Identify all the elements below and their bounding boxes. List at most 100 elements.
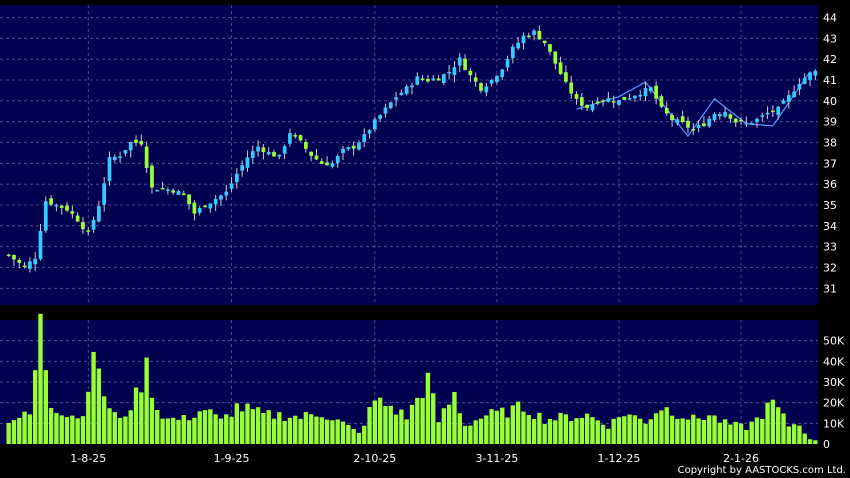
- volume-bar: [415, 397, 420, 444]
- volume-bar: [669, 415, 675, 444]
- candle-body: [495, 75, 499, 83]
- volume-bar: [584, 413, 590, 444]
- volume-bar: [171, 417, 176, 444]
- volume-bar: [160, 418, 165, 444]
- volume-bar: [675, 418, 680, 444]
- candle-body: [303, 142, 308, 149]
- candle-body: [383, 107, 388, 114]
- volume-bar: [11, 420, 17, 444]
- volume-bar: [478, 418, 484, 444]
- candle-body: [17, 260, 22, 263]
- volume-bar: [409, 404, 415, 444]
- candle-body: [643, 88, 648, 97]
- candle-body: [86, 230, 91, 232]
- candle-body: [420, 78, 425, 80]
- volume-bar: [239, 411, 245, 444]
- volume-bar: [462, 425, 468, 444]
- candle-body: [362, 134, 367, 142]
- price-tick-label: 31: [823, 282, 837, 295]
- volume-bar: [473, 420, 478, 444]
- volume-bar: [367, 407, 372, 444]
- candle-body: [81, 222, 85, 230]
- candle-body: [622, 96, 627, 100]
- price-tick-label: 37: [823, 157, 837, 170]
- price-tick-label: 33: [823, 241, 837, 254]
- price-tick-label: 35: [823, 199, 837, 212]
- volume-bar: [420, 398, 425, 444]
- candle-body: [330, 163, 335, 167]
- trend-lines: [576, 71, 811, 138]
- candle-body: [484, 86, 489, 93]
- volume-bar: [547, 418, 553, 444]
- candle-body: [505, 59, 510, 68]
- candle-body: [38, 230, 43, 260]
- volume-bar: [80, 416, 86, 444]
- volume-bar: [383, 406, 388, 444]
- volume-bar: [102, 396, 107, 444]
- candle-body: [404, 86, 409, 94]
- volume-bar: [781, 413, 786, 444]
- candle-body: [139, 140, 144, 145]
- candle-body: [415, 76, 420, 85]
- candle-body: [219, 195, 223, 200]
- volume-bar: [791, 424, 797, 444]
- price-tick-label: 39: [823, 116, 837, 129]
- candle-body: [240, 165, 245, 171]
- volume-tick-label: 50K: [823, 335, 845, 348]
- volume-bar: [526, 415, 531, 444]
- volume-bar: [600, 424, 606, 444]
- date-tick-label: 1-9-25: [214, 452, 250, 465]
- candle-body: [627, 98, 632, 100]
- volume-bar: [112, 412, 117, 444]
- volume-bar: [91, 351, 96, 444]
- candle-body: [319, 161, 324, 164]
- candle-body: [229, 183, 234, 189]
- volume-bar: [744, 429, 749, 444]
- candle-body: [49, 198, 53, 205]
- candle-body: [776, 106, 781, 115]
- volume-bar: [510, 405, 516, 444]
- volume-bar: [680, 418, 685, 444]
- volume-bar: [133, 387, 139, 444]
- volume-bar: [181, 415, 186, 444]
- volume-bar: [324, 419, 330, 444]
- volume-bar: [590, 417, 595, 444]
- price-tick-label: 32: [823, 262, 837, 275]
- volume-bar: [500, 407, 505, 444]
- candle-body: [617, 100, 621, 105]
- volume-bar: [186, 420, 192, 444]
- candle-body: [537, 30, 542, 40]
- trend-line: [576, 71, 811, 138]
- candle-body: [256, 146, 260, 152]
- candle-body: [134, 139, 138, 143]
- volume-bar: [197, 411, 202, 444]
- volume-bar: [314, 416, 319, 444]
- volume-bar: [760, 419, 765, 444]
- volume-bar: [616, 417, 622, 444]
- volume-bar: [431, 393, 436, 444]
- volume-bar: [123, 416, 128, 444]
- volume-bar: [54, 412, 59, 444]
- candle-body: [802, 78, 807, 84]
- candle-body: [532, 30, 536, 36]
- volume-bar: [446, 404, 452, 444]
- volume-bar: [664, 407, 669, 444]
- volume-axis-labels: 0 10K 20K 30K 40K 50K: [823, 335, 845, 451]
- candle-body: [510, 46, 515, 59]
- volume-bar: [287, 417, 293, 444]
- volume-bar: [192, 417, 197, 444]
- volume-bar: [346, 424, 351, 444]
- volume-bar: [622, 416, 627, 444]
- candle-body: [102, 183, 107, 205]
- volume-tick-label: 30K: [823, 376, 845, 389]
- candle-body: [97, 206, 101, 222]
- volume-bar: [563, 414, 569, 444]
- volume-bar: [807, 439, 813, 444]
- candle-body: [797, 84, 802, 90]
- volume-bar: [208, 409, 213, 444]
- candle-body: [166, 189, 170, 191]
- candle-body: [266, 152, 271, 155]
- candle-body: [468, 70, 473, 76]
- candle-body: [516, 42, 521, 49]
- candle-body: [224, 191, 229, 196]
